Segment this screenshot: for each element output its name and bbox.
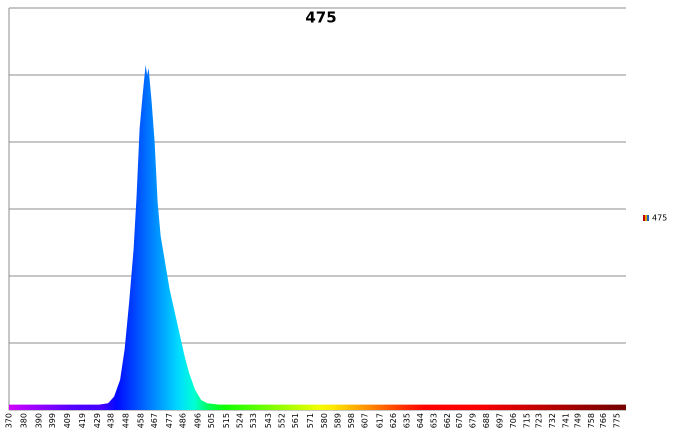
x-tick-label: 458 [137,413,146,428]
x-tick-label: 644 [416,413,425,428]
x-tick-label: 561 [291,413,300,428]
x-tick-label: 399 [48,413,57,428]
x-tick-label: 749 [573,413,582,428]
x-tick-label: 552 [278,413,287,428]
x-tick-label: 448 [122,413,131,428]
x-tick-label: 580 [320,413,329,428]
x-tick-label: 766 [599,413,608,428]
x-tick-label: 715 [522,413,531,428]
x-tick-label: 758 [587,413,596,428]
x-tick-label: 571 [306,413,315,428]
x-tick-label: 486 [179,413,188,428]
x-tick-label: 524 [236,413,245,428]
x-tick-label: 370 [5,413,14,428]
x-tick-label: 688 [482,413,491,428]
x-tick-label: 505 [207,413,216,428]
x-tick-label: 409 [63,413,72,428]
legend-swatch [643,215,645,221]
x-tick-label: 662 [443,413,452,428]
x-tick-label: 626 [389,413,398,428]
x-tick-label: 617 [375,413,384,428]
x-tick-label: 598 [347,413,356,428]
legend-swatch [647,215,649,221]
x-tick-label: 706 [509,413,518,428]
x-tick-label: 697 [495,413,504,428]
x-tick-label: 533 [249,413,258,428]
x-tick-label: 543 [264,413,273,428]
x-tick-label: 775 [612,413,621,428]
x-tick-label: 515 [222,413,231,428]
chart-title: 475 [305,9,336,27]
x-tick-label: 467 [150,413,159,428]
x-tick-label: 477 [165,413,174,428]
x-tick-label: 607 [360,413,369,428]
x-tick-label: 496 [194,413,203,428]
x-tick-label: 380 [20,413,29,428]
x-tick-label: 653 [429,413,438,428]
spectrum-area [9,64,626,410]
x-tick-label: 670 [455,413,464,428]
x-tick-label: 438 [107,413,116,428]
x-tick-label: 679 [468,413,477,428]
x-tick-label: 390 [35,413,44,428]
x-tick-label: 429 [93,413,102,428]
x-tick-label: 589 [333,413,342,428]
legend-label: 475 [652,214,667,223]
legend-swatch [645,215,647,221]
x-tick-label: 635 [402,413,411,428]
x-tick-label: 723 [534,413,543,428]
x-tick-label: 732 [548,413,557,428]
x-tick-label: 419 [78,413,87,428]
x-tick-label: 741 [561,413,570,428]
